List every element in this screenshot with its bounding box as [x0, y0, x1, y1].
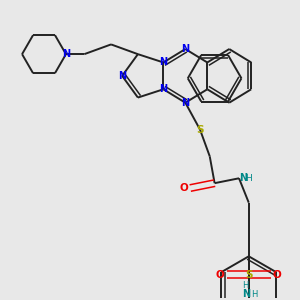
Text: O: O [216, 270, 225, 280]
Text: H: H [251, 290, 257, 298]
Text: N: N [242, 289, 250, 299]
Text: S: S [245, 270, 253, 280]
Text: H: H [245, 174, 252, 183]
Text: N: N [181, 44, 189, 54]
Text: H: H [243, 281, 249, 290]
Text: N: N [62, 49, 70, 59]
Text: S: S [196, 124, 204, 134]
Text: N: N [159, 84, 167, 94]
Text: N: N [159, 58, 167, 68]
Text: O: O [179, 183, 188, 193]
Text: O: O [273, 270, 282, 280]
Text: N: N [239, 173, 247, 183]
Text: N: N [118, 71, 126, 81]
Text: N: N [181, 98, 189, 108]
